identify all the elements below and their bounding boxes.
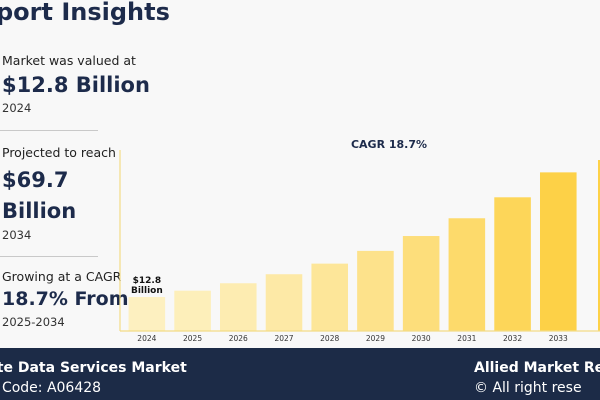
chart-bars — [128, 160, 600, 331]
first-bar-value-label: $12.8 — [133, 276, 161, 286]
x-tick-label: 2027 — [274, 334, 293, 343]
first-bar-unit-label: Billion — [131, 286, 163, 296]
stat-cagr: Growing at a CAGR 18.7% From 2025-2034 — [2, 269, 129, 329]
stat-label: Market was valued at — [2, 53, 136, 68]
stat-value: 18.7% From — [2, 288, 129, 310]
bar-2032 — [494, 197, 531, 331]
bar-2027 — [265, 274, 303, 331]
x-tick-label: 2026 — [229, 334, 248, 343]
x-tick-label: 2028 — [320, 334, 339, 343]
footer-report-info: ite Data Services Market t Code: A06428 — [0, 358, 187, 398]
stat-value-unit: Billion — [2, 199, 77, 224]
footer-bar: ite Data Services Market t Code: A06428 … — [0, 348, 600, 400]
stat-label: Projected to reach — [2, 145, 116, 160]
footer-report-title: ite Data Services Market — [0, 360, 187, 376]
x-tick-label: 2024 — [137, 334, 156, 343]
x-tick-label: 2030 — [412, 334, 431, 343]
footer-rights: © All right rese — [474, 380, 582, 396]
stat-label: Growing at a CAGR — [2, 269, 122, 284]
footer-company-name: Allied Market Rese — [474, 360, 600, 376]
footer-company-info: Allied Market Rese © All right rese — [474, 358, 600, 398]
x-tick-label: 2025 — [183, 334, 202, 343]
stat-value: $12.8 Billion — [2, 73, 150, 97]
x-tick-label: 2032 — [503, 334, 522, 343]
bar-partial — [598, 160, 600, 331]
x-tick-label: 2029 — [366, 334, 385, 343]
bar-2030 — [402, 236, 440, 331]
stat-projected-value: Projected to reach $69.7 Billion 2034 — [2, 145, 116, 242]
bar-2031 — [448, 218, 486, 331]
stat-divider — [0, 130, 98, 131]
bar-2028 — [311, 263, 348, 331]
stat-period: 2034 — [2, 228, 32, 243]
x-tick-label: 2031 — [457, 334, 476, 343]
stat-period: 2024 — [2, 101, 32, 116]
page-title: port Insights — [0, 0, 170, 26]
bar-2024 — [128, 297, 166, 331]
stat-period: 2025-2034 — [2, 314, 65, 329]
stat-value: $69.7 — [2, 168, 69, 192]
chart-title: CAGR 18.7% — [351, 138, 427, 151]
market-bar-chart: 2024 2025 2026 2027 2028 2029 2030 2031 2032 2033… — [119, 138, 600, 343]
stat-divider — [0, 256, 98, 257]
bar-2033 — [540, 172, 577, 331]
bar-2026 — [220, 283, 257, 331]
footer-report-code: t Code: A06428 — [0, 380, 102, 396]
bar-2029 — [357, 250, 394, 331]
chart-tick-labels: 2024 2025 2026 2027 2028 2029 2030 2031 2032 2033 — [137, 334, 568, 343]
x-tick-label: 2033 — [549, 334, 568, 343]
stat-market-value: Market was valued at $12.8 Billion 2024 — [2, 53, 150, 115]
bar-2025 — [174, 290, 211, 331]
